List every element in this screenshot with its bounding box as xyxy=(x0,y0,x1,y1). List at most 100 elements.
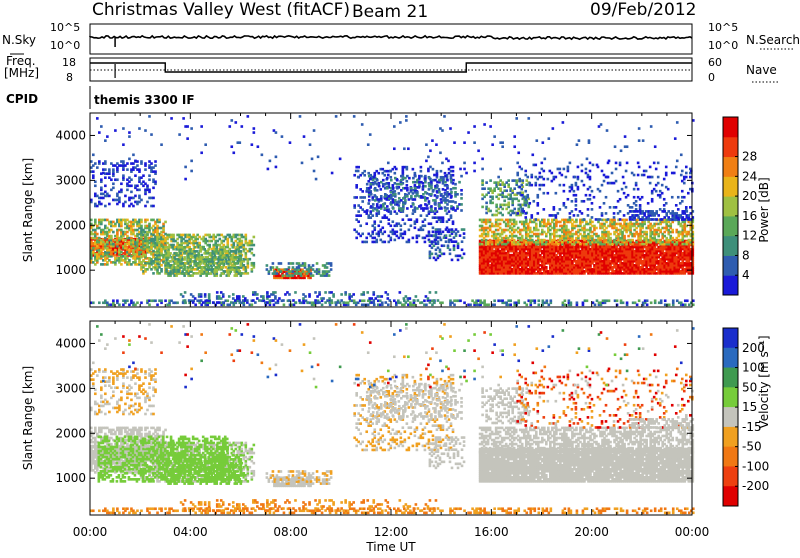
power-echo-cell xyxy=(373,226,376,229)
power-echo-cell xyxy=(251,248,254,251)
power-echo-cell xyxy=(406,180,409,183)
power-echo-cell xyxy=(460,193,463,196)
power-echo-cell xyxy=(124,195,127,198)
power-echo-cell xyxy=(392,207,395,210)
power-echo-cell xyxy=(408,228,411,231)
nsky-trace xyxy=(90,36,692,39)
power-echo-cell xyxy=(353,204,356,207)
power-echo-cell xyxy=(282,274,285,277)
power-echo-cell xyxy=(394,182,397,185)
power-echo-cell xyxy=(126,162,129,165)
power-echo-cell xyxy=(416,241,419,244)
power-echo-cell xyxy=(389,224,392,227)
power-echo-cell xyxy=(146,184,149,187)
power-echo-cell xyxy=(120,263,123,266)
power-echo-cell xyxy=(392,187,395,190)
power-echo-cell xyxy=(169,252,172,255)
power-echo-cell xyxy=(114,249,117,252)
power-echo-cell xyxy=(449,248,452,251)
power-echo-cell xyxy=(112,168,115,171)
power-echo-cell xyxy=(440,239,443,242)
power-echo-cell xyxy=(158,219,161,222)
power-echo-cell xyxy=(452,220,455,223)
power-echo-cell xyxy=(231,246,234,249)
power-echo-cell xyxy=(463,228,466,231)
power-echo-cell xyxy=(453,244,456,247)
power-echo-cell xyxy=(148,189,151,192)
power-echo-cell xyxy=(367,202,370,205)
power-echo-cell xyxy=(132,205,135,208)
power-echo-cell xyxy=(359,224,362,227)
power-echo-cell xyxy=(272,262,275,265)
power-echo-cell xyxy=(387,218,390,221)
power-echo-cell xyxy=(458,181,461,184)
power-echo-cell xyxy=(376,209,379,212)
power-echo-cell xyxy=(140,219,143,222)
power-echo-cell xyxy=(92,170,95,173)
power-echo-cell xyxy=(609,237,612,240)
power-echo-cell xyxy=(361,233,364,236)
power-echo-cell xyxy=(280,262,283,265)
power-echo-cell xyxy=(100,186,103,189)
freq-tick-bottom: 8 xyxy=(66,71,73,84)
power-echo-cell xyxy=(370,193,373,196)
power-echo-cell xyxy=(379,220,382,223)
power-echo-cell xyxy=(110,251,113,254)
power-echo-cell xyxy=(404,231,407,234)
power-echo-cell xyxy=(203,248,206,251)
power-echo-cell xyxy=(489,219,492,222)
power-echo-cell xyxy=(239,250,242,253)
power-echo-cell xyxy=(249,258,252,261)
power-echo-cell xyxy=(200,254,203,257)
power-echo-cell xyxy=(160,268,163,271)
power-echo-cell xyxy=(138,195,141,198)
power-echo-cell xyxy=(392,220,395,223)
power-echo-cell xyxy=(447,244,450,247)
power-echo-cell xyxy=(408,198,411,201)
power-echo-cell xyxy=(328,274,331,277)
power-echo-cell xyxy=(122,174,125,177)
power-echo-cell xyxy=(414,206,417,209)
power-echo-cell xyxy=(146,234,149,237)
power-echo-cell xyxy=(424,175,427,178)
power-echo-cell xyxy=(609,233,612,236)
power-echo-cell xyxy=(208,244,211,247)
power-echo-cell xyxy=(104,205,107,208)
power-echo-cell xyxy=(408,239,411,242)
power-echo-cell xyxy=(140,160,143,163)
power-echo-cell xyxy=(104,184,107,187)
power-echo-cell xyxy=(460,203,463,206)
power-echo-cell xyxy=(138,168,141,171)
power-echo-cell xyxy=(312,274,315,277)
power-echo-cell xyxy=(418,235,421,238)
power-echo-cell xyxy=(144,162,147,165)
power-echo-cell xyxy=(414,187,417,190)
power-echo-cell xyxy=(368,199,371,202)
power-echo-cell xyxy=(330,262,333,265)
power-echo-cell xyxy=(446,185,449,188)
power-echo-cell xyxy=(452,174,455,177)
power-echo-cell xyxy=(241,240,244,243)
power-echo-cell xyxy=(420,175,423,178)
power-echo-cell xyxy=(193,246,196,249)
power-echo-cell xyxy=(130,184,133,187)
power-echo-cell xyxy=(412,237,415,240)
power-echo-cell xyxy=(292,262,295,265)
power-echo-cell xyxy=(442,231,445,234)
power-echo-cell xyxy=(406,187,409,190)
power-echo-cell xyxy=(369,210,372,213)
power-echo-cell xyxy=(412,192,415,195)
power-echo-cell xyxy=(420,214,423,217)
power-echo-cell xyxy=(412,203,415,206)
power-echo-cell xyxy=(434,199,437,202)
power-echo-cell xyxy=(152,186,155,189)
power-echo-cell xyxy=(140,199,143,202)
power-echo-cell xyxy=(439,236,442,239)
power-echo-cell xyxy=(521,235,524,238)
power-echo-cell xyxy=(461,240,464,243)
power-echo-cell xyxy=(452,166,455,169)
power-echo-cell xyxy=(396,231,399,234)
power-echo-cell xyxy=(437,240,440,243)
power-echo-cell xyxy=(460,209,463,212)
power-echo-cell xyxy=(431,240,434,243)
